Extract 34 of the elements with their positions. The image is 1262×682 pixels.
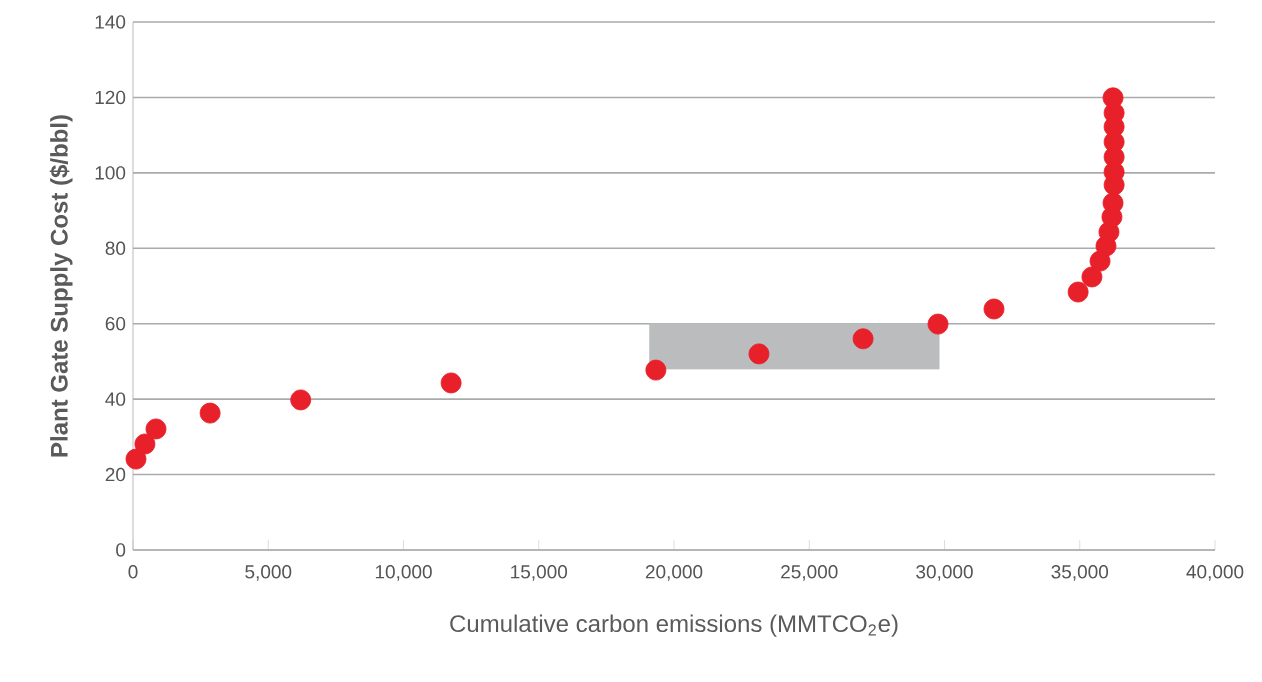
y-tick-label: 120 [95, 90, 126, 105]
x-tick-label: 15,000 [511, 565, 568, 581]
point [1081, 266, 1103, 288]
y-tick-label: 0 [116, 543, 126, 557]
point [645, 359, 667, 381]
point [1102, 87, 1124, 109]
x-tick-label: 0 [128, 565, 138, 579]
x-tick-label: 20,000 [645, 565, 703, 581]
point [852, 328, 874, 350]
y-tick-label: 100 [95, 166, 126, 180]
y-tick-label: 40 [105, 392, 126, 406]
y-tick-label: 60 [105, 316, 126, 331]
x-tick-label: 30,000 [916, 565, 973, 581]
point [145, 418, 167, 440]
x-tick-label: 10,000 [375, 565, 432, 581]
x-tick-label: 5,000 [245, 565, 292, 581]
y-tick-label: 80 [105, 241, 126, 256]
point [440, 372, 462, 394]
point [290, 389, 312, 411]
point [748, 343, 770, 365]
point [125, 448, 147, 470]
x-tick-label: 25,000 [781, 565, 838, 581]
point [199, 402, 221, 424]
point [983, 298, 1005, 320]
x-axis-title: Cumulative carbon emissions (MMTCO$_{2}$e) [450, 614, 898, 637]
x-tick-label: 40,000 [1186, 565, 1244, 581]
point [1067, 281, 1089, 303]
point [927, 313, 949, 335]
x-tick-label: 35,000 [1051, 565, 1109, 581]
point [1102, 192, 1124, 214]
y-tick-label: 140 [95, 15, 126, 29]
y-tick-label: 20 [105, 467, 126, 482]
y-axis-title: Plant Gate Supply Cost ($/bbl) [49, 115, 73, 457]
point [134, 433, 156, 455]
